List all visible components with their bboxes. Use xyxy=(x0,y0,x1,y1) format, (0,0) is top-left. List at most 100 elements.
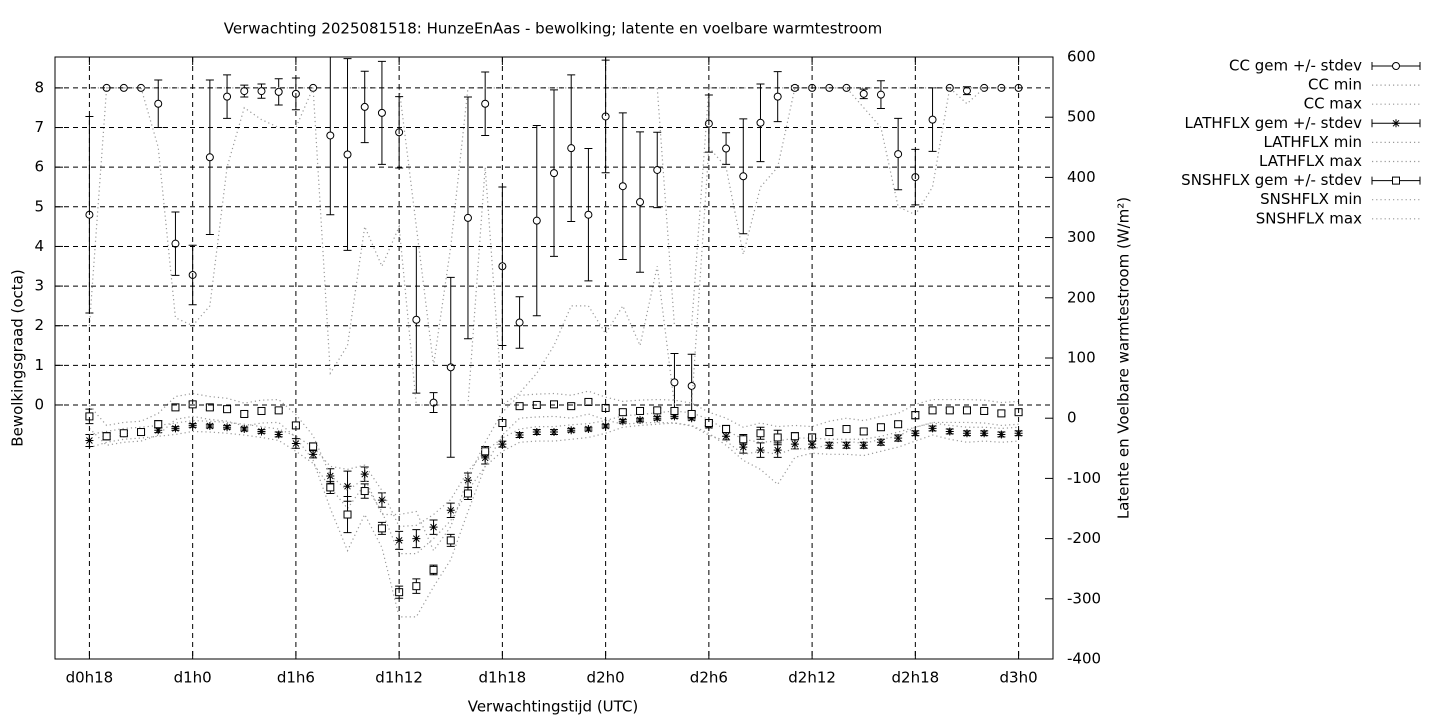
marker xyxy=(670,406,679,415)
marker xyxy=(670,412,679,421)
marker xyxy=(928,406,937,415)
marker xyxy=(859,441,868,450)
y2-tick-label: 0 xyxy=(1067,409,1077,427)
marker xyxy=(257,406,266,415)
marker xyxy=(515,402,524,411)
marker xyxy=(653,414,662,423)
legend-label: LATHFLX min xyxy=(1263,133,1362,151)
marker xyxy=(205,403,214,412)
min-max-line xyxy=(89,410,1019,528)
marker xyxy=(360,102,369,111)
marker xyxy=(997,409,1006,418)
legend-marker xyxy=(1392,176,1400,185)
marker xyxy=(894,420,903,429)
marker xyxy=(171,239,180,248)
marker xyxy=(618,408,627,417)
legend-label: CC max xyxy=(1304,95,1363,113)
legend-label: CC gem +/- stdev xyxy=(1229,57,1362,75)
marker xyxy=(842,441,851,450)
marker xyxy=(515,318,524,327)
x-tick-label: d2h12 xyxy=(788,669,836,687)
legend-label: SNSHFLX max xyxy=(1256,209,1362,227)
marker xyxy=(446,506,455,515)
marker xyxy=(205,422,214,431)
marker xyxy=(154,420,163,429)
marker xyxy=(223,405,232,414)
marker xyxy=(532,216,541,225)
marker xyxy=(687,414,696,423)
marker xyxy=(463,489,472,498)
marker xyxy=(928,424,937,433)
marker xyxy=(584,397,593,406)
marker xyxy=(171,403,180,412)
marker xyxy=(377,108,386,117)
marker xyxy=(739,172,748,181)
marker xyxy=(722,144,731,153)
legend-marker xyxy=(1392,119,1400,128)
legend-label: SNSHFLX min xyxy=(1260,190,1362,208)
y-axis-label: Bewolkingsgraad (octa) xyxy=(9,269,27,446)
marker xyxy=(962,406,971,415)
marker xyxy=(240,409,249,418)
marker xyxy=(360,470,369,479)
marker xyxy=(550,400,558,409)
legend-label: LATHFLX gem +/- stdev xyxy=(1184,114,1362,132)
marker xyxy=(463,476,472,485)
marker xyxy=(756,429,765,438)
marker xyxy=(859,427,868,436)
marker xyxy=(360,487,369,496)
min-max-line xyxy=(88,86,1019,407)
marker xyxy=(962,86,971,95)
marker xyxy=(343,510,352,519)
marker xyxy=(636,416,645,425)
marker xyxy=(85,436,94,445)
y-tick-label: 5 xyxy=(34,197,44,215)
marker xyxy=(756,118,765,127)
marker xyxy=(945,427,954,436)
marker xyxy=(876,438,885,447)
marker xyxy=(188,421,197,430)
marker xyxy=(240,87,249,96)
x-tick-label: d2h0 xyxy=(587,669,625,687)
marker xyxy=(876,423,885,432)
marker xyxy=(773,92,782,101)
marker xyxy=(154,426,163,435)
marker xyxy=(274,430,283,439)
marker xyxy=(653,165,662,174)
marker xyxy=(481,447,490,456)
marker xyxy=(636,198,645,207)
min-max-line xyxy=(89,422,1019,555)
marker xyxy=(670,378,679,387)
marker xyxy=(119,429,128,438)
marker xyxy=(636,406,645,415)
marker xyxy=(412,534,421,543)
marker xyxy=(687,381,696,390)
marker xyxy=(274,87,283,96)
marker xyxy=(928,115,937,124)
marker xyxy=(894,434,903,443)
marker xyxy=(481,99,490,108)
marker xyxy=(257,87,266,96)
marker xyxy=(550,169,558,178)
marker xyxy=(309,442,318,451)
marker xyxy=(584,210,593,219)
y-tick-label: 3 xyxy=(34,277,44,295)
marker xyxy=(343,482,352,491)
marker xyxy=(102,432,111,441)
marker xyxy=(842,425,851,434)
y2-tick-label: 100 xyxy=(1067,349,1096,367)
marker xyxy=(859,89,868,98)
x-axis-label: Verwachtingstijd (UTC) xyxy=(468,698,639,716)
marker xyxy=(567,144,576,153)
marker xyxy=(171,424,180,433)
marker xyxy=(481,453,490,462)
marker xyxy=(550,428,558,437)
marker xyxy=(997,430,1006,439)
marker xyxy=(223,92,232,101)
y2-tick-label: 600 xyxy=(1067,48,1096,66)
x-tick-label: d1h18 xyxy=(479,669,527,687)
y2-tick-label: 500 xyxy=(1067,108,1096,126)
marker xyxy=(876,90,885,99)
